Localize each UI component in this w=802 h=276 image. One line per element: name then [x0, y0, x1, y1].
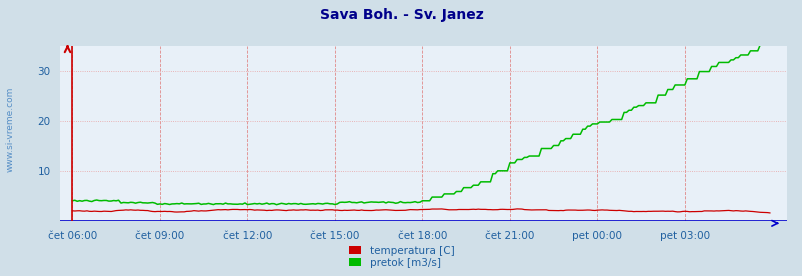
Text: www.si-vreme.com: www.si-vreme.com — [6, 87, 15, 172]
Legend: temperatura [C], pretok [m3/s]: temperatura [C], pretok [m3/s] — [345, 242, 457, 271]
Text: Sava Boh. - Sv. Janez: Sava Boh. - Sv. Janez — [319, 8, 483, 22]
